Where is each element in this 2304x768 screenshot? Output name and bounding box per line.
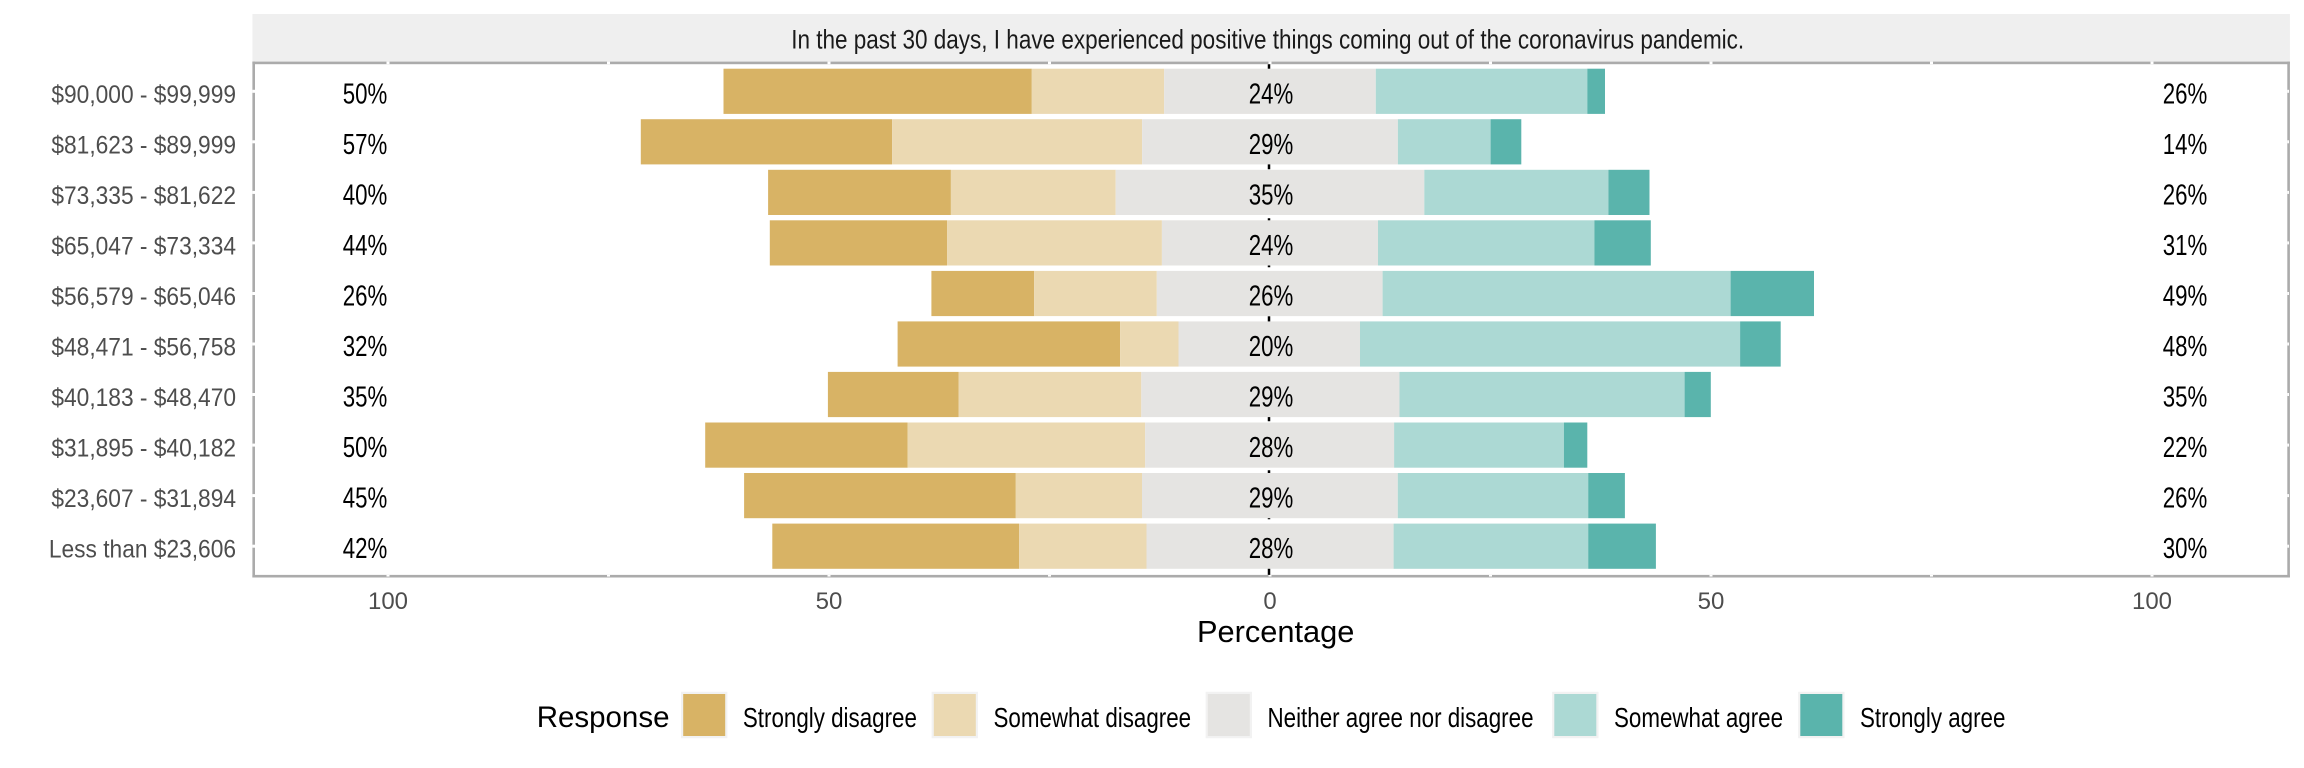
svg-text:26%: 26% [343,281,388,313]
svg-text:$65,047 - $73,334: $65,047 - $73,334 [51,232,236,260]
svg-text:57%: 57% [343,129,388,161]
svg-text:48%: 48% [2163,331,2208,363]
svg-text:35%: 35% [1249,179,1294,211]
svg-text:$48,471 - $56,758: $48,471 - $56,758 [51,334,236,362]
svg-text:32%: 32% [343,331,388,363]
svg-text:$73,335 - $81,622: $73,335 - $81,622 [51,182,236,210]
svg-text:44%: 44% [343,230,388,262]
svg-text:Percentage: Percentage [1197,614,1355,649]
svg-text:Somewhat disagree: Somewhat disagree [994,702,1192,733]
svg-text:22%: 22% [2163,432,2208,464]
svg-text:24%: 24% [1249,78,1294,110]
svg-text:29%: 29% [1249,382,1294,414]
svg-text:$31,895 - $40,182: $31,895 - $40,182 [51,435,236,463]
svg-text:20%: 20% [1249,331,1294,363]
svg-text:50: 50 [816,588,843,615]
svg-text:26%: 26% [1249,281,1294,313]
svg-text:0: 0 [1263,588,1276,615]
svg-text:35%: 35% [343,382,388,414]
svg-text:30%: 30% [2163,533,2208,565]
svg-text:50%: 50% [343,432,388,464]
svg-text:49%: 49% [2163,281,2208,313]
svg-text:Less than $23,606: Less than $23,606 [49,536,236,564]
svg-text:42%: 42% [343,533,388,565]
svg-text:$90,000 - $99,999: $90,000 - $99,999 [51,81,236,109]
svg-text:26%: 26% [2163,78,2208,110]
svg-text:$23,607 - $31,894: $23,607 - $31,894 [51,485,236,513]
svg-text:Strongly disagree: Strongly disagree [743,702,917,733]
svg-text:40%: 40% [343,179,388,211]
svg-text:In the past 30 days, I have ex: In the past 30 days, I have experienced … [791,25,1744,55]
svg-text:$40,183 - $48,470: $40,183 - $48,470 [51,384,236,412]
svg-text:28%: 28% [1249,432,1294,464]
svg-text:31%: 31% [2163,230,2208,262]
svg-text:$56,579 - $65,046: $56,579 - $65,046 [51,283,236,311]
svg-text:Somewhat agree: Somewhat agree [1614,702,1783,733]
svg-text:Strongly agree: Strongly agree [1860,702,2005,733]
svg-text:14%: 14% [2163,129,2208,161]
svg-text:26%: 26% [2163,179,2208,211]
svg-text:Response: Response [537,701,670,734]
svg-text:50%: 50% [343,78,388,110]
svg-text:28%: 28% [1249,533,1294,565]
svg-text:100: 100 [368,588,408,615]
svg-text:$81,623 - $89,999: $81,623 - $89,999 [51,131,236,159]
svg-text:24%: 24% [1249,230,1294,262]
svg-text:Neither agree nor disagree: Neither agree nor disagree [1268,702,1534,733]
svg-text:50: 50 [1698,588,1725,615]
svg-text:26%: 26% [2163,483,2208,515]
svg-text:29%: 29% [1249,129,1294,161]
svg-text:45%: 45% [343,483,388,515]
svg-text:35%: 35% [2163,382,2208,414]
svg-text:100: 100 [2132,588,2172,615]
svg-text:29%: 29% [1249,483,1294,515]
